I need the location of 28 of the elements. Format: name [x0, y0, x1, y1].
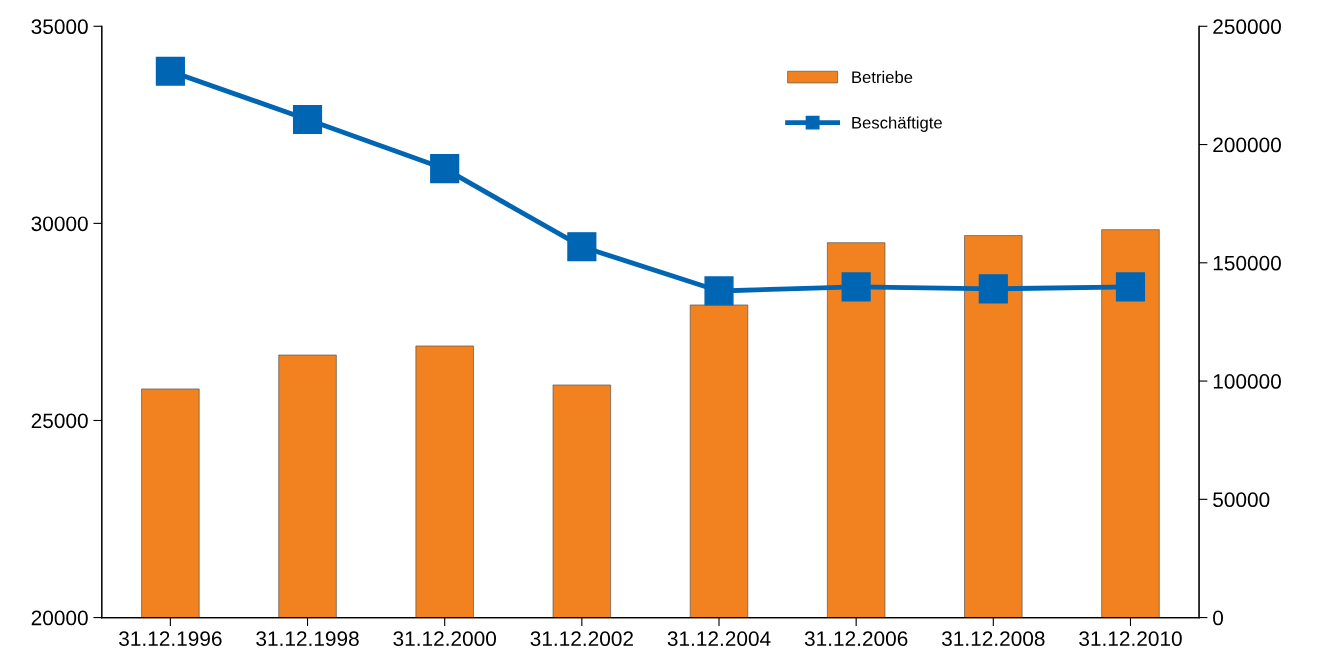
- point: [1115, 272, 1146, 302]
- x-tick-label: 31.12.1998: [256, 631, 359, 647]
- y-tick-label: 35000: [31, 19, 88, 35]
- y2-tick-label: 100000: [1213, 374, 1281, 389]
- y-tick-label: 30000: [31, 216, 88, 232]
- point: [155, 56, 185, 86]
- point: [567, 232, 597, 262]
- y2-tick-label: 200000: [1213, 137, 1281, 153]
- x-tick-label: 31.12.2002: [530, 631, 633, 647]
- x-tick-label: 31.12.2006: [804, 631, 908, 647]
- legend-label: Betriebe: [852, 70, 913, 84]
- x-tick-label: 31.12.2008: [941, 631, 1045, 647]
- point: [841, 272, 871, 302]
- y2-tick-label: 250000: [1213, 19, 1281, 35]
- point: [978, 274, 1008, 304]
- x-tick-label: 31.12.2000: [393, 631, 497, 647]
- point: [430, 154, 460, 184]
- y2-tick-label: 150000: [1213, 255, 1281, 271]
- y-tick-label: 20000: [31, 610, 88, 626]
- x-tick-label: 31.12.1996: [119, 631, 222, 647]
- x-tick-label: 31.12.2010: [1079, 631, 1182, 647]
- y-tick-label: 25000: [31, 413, 88, 429]
- y2-tick-label: 50000: [1213, 492, 1270, 508]
- point: [292, 104, 323, 135]
- x-tick-label: 31.12.2004: [667, 631, 771, 647]
- point: [704, 276, 734, 306]
- legend-label: Beschäftigte: [852, 116, 942, 132]
- y2-tick-label: 0: [1213, 610, 1224, 626]
